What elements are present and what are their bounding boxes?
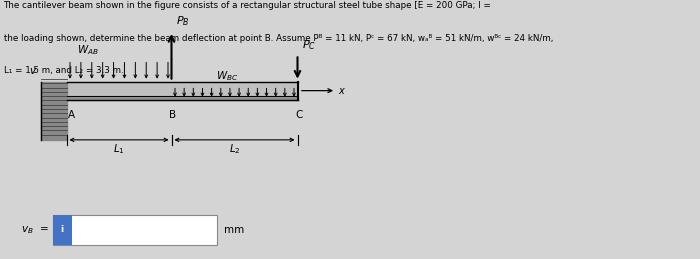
Text: $v_B$  =: $v_B$ = <box>22 224 49 236</box>
Bar <box>66 82 298 96</box>
Text: $W_{BC}$: $W_{BC}$ <box>216 69 239 83</box>
Text: $P_C$: $P_C$ <box>302 38 316 52</box>
Text: the loading shown, determine the beam deflection at point B. Assume Pᴮ = 11 kN, : the loading shown, determine the beam de… <box>4 34 553 43</box>
Text: L₁ = 1.5 m, and L₂ = 3.3 m.: L₁ = 1.5 m, and L₂ = 3.3 m. <box>4 66 123 75</box>
Text: $W_{AB}$: $W_{AB}$ <box>77 43 99 57</box>
Bar <box>52 215 72 245</box>
Bar <box>41 82 66 140</box>
Text: A: A <box>68 110 75 120</box>
Text: x: x <box>338 86 344 96</box>
Text: $P_B$: $P_B$ <box>176 15 190 28</box>
Bar <box>52 215 217 245</box>
Text: The cantilever beam shown in the figure consists of a rectangular structural ste: The cantilever beam shown in the figure … <box>4 1 491 10</box>
Text: $L_1$: $L_1$ <box>113 142 125 156</box>
Text: B: B <box>169 110 176 120</box>
Text: C: C <box>295 110 303 120</box>
Text: v: v <box>29 66 35 76</box>
Bar <box>66 96 298 100</box>
Text: $L_2$: $L_2$ <box>229 142 240 156</box>
Text: i: i <box>61 225 64 234</box>
Text: mm: mm <box>224 225 244 235</box>
